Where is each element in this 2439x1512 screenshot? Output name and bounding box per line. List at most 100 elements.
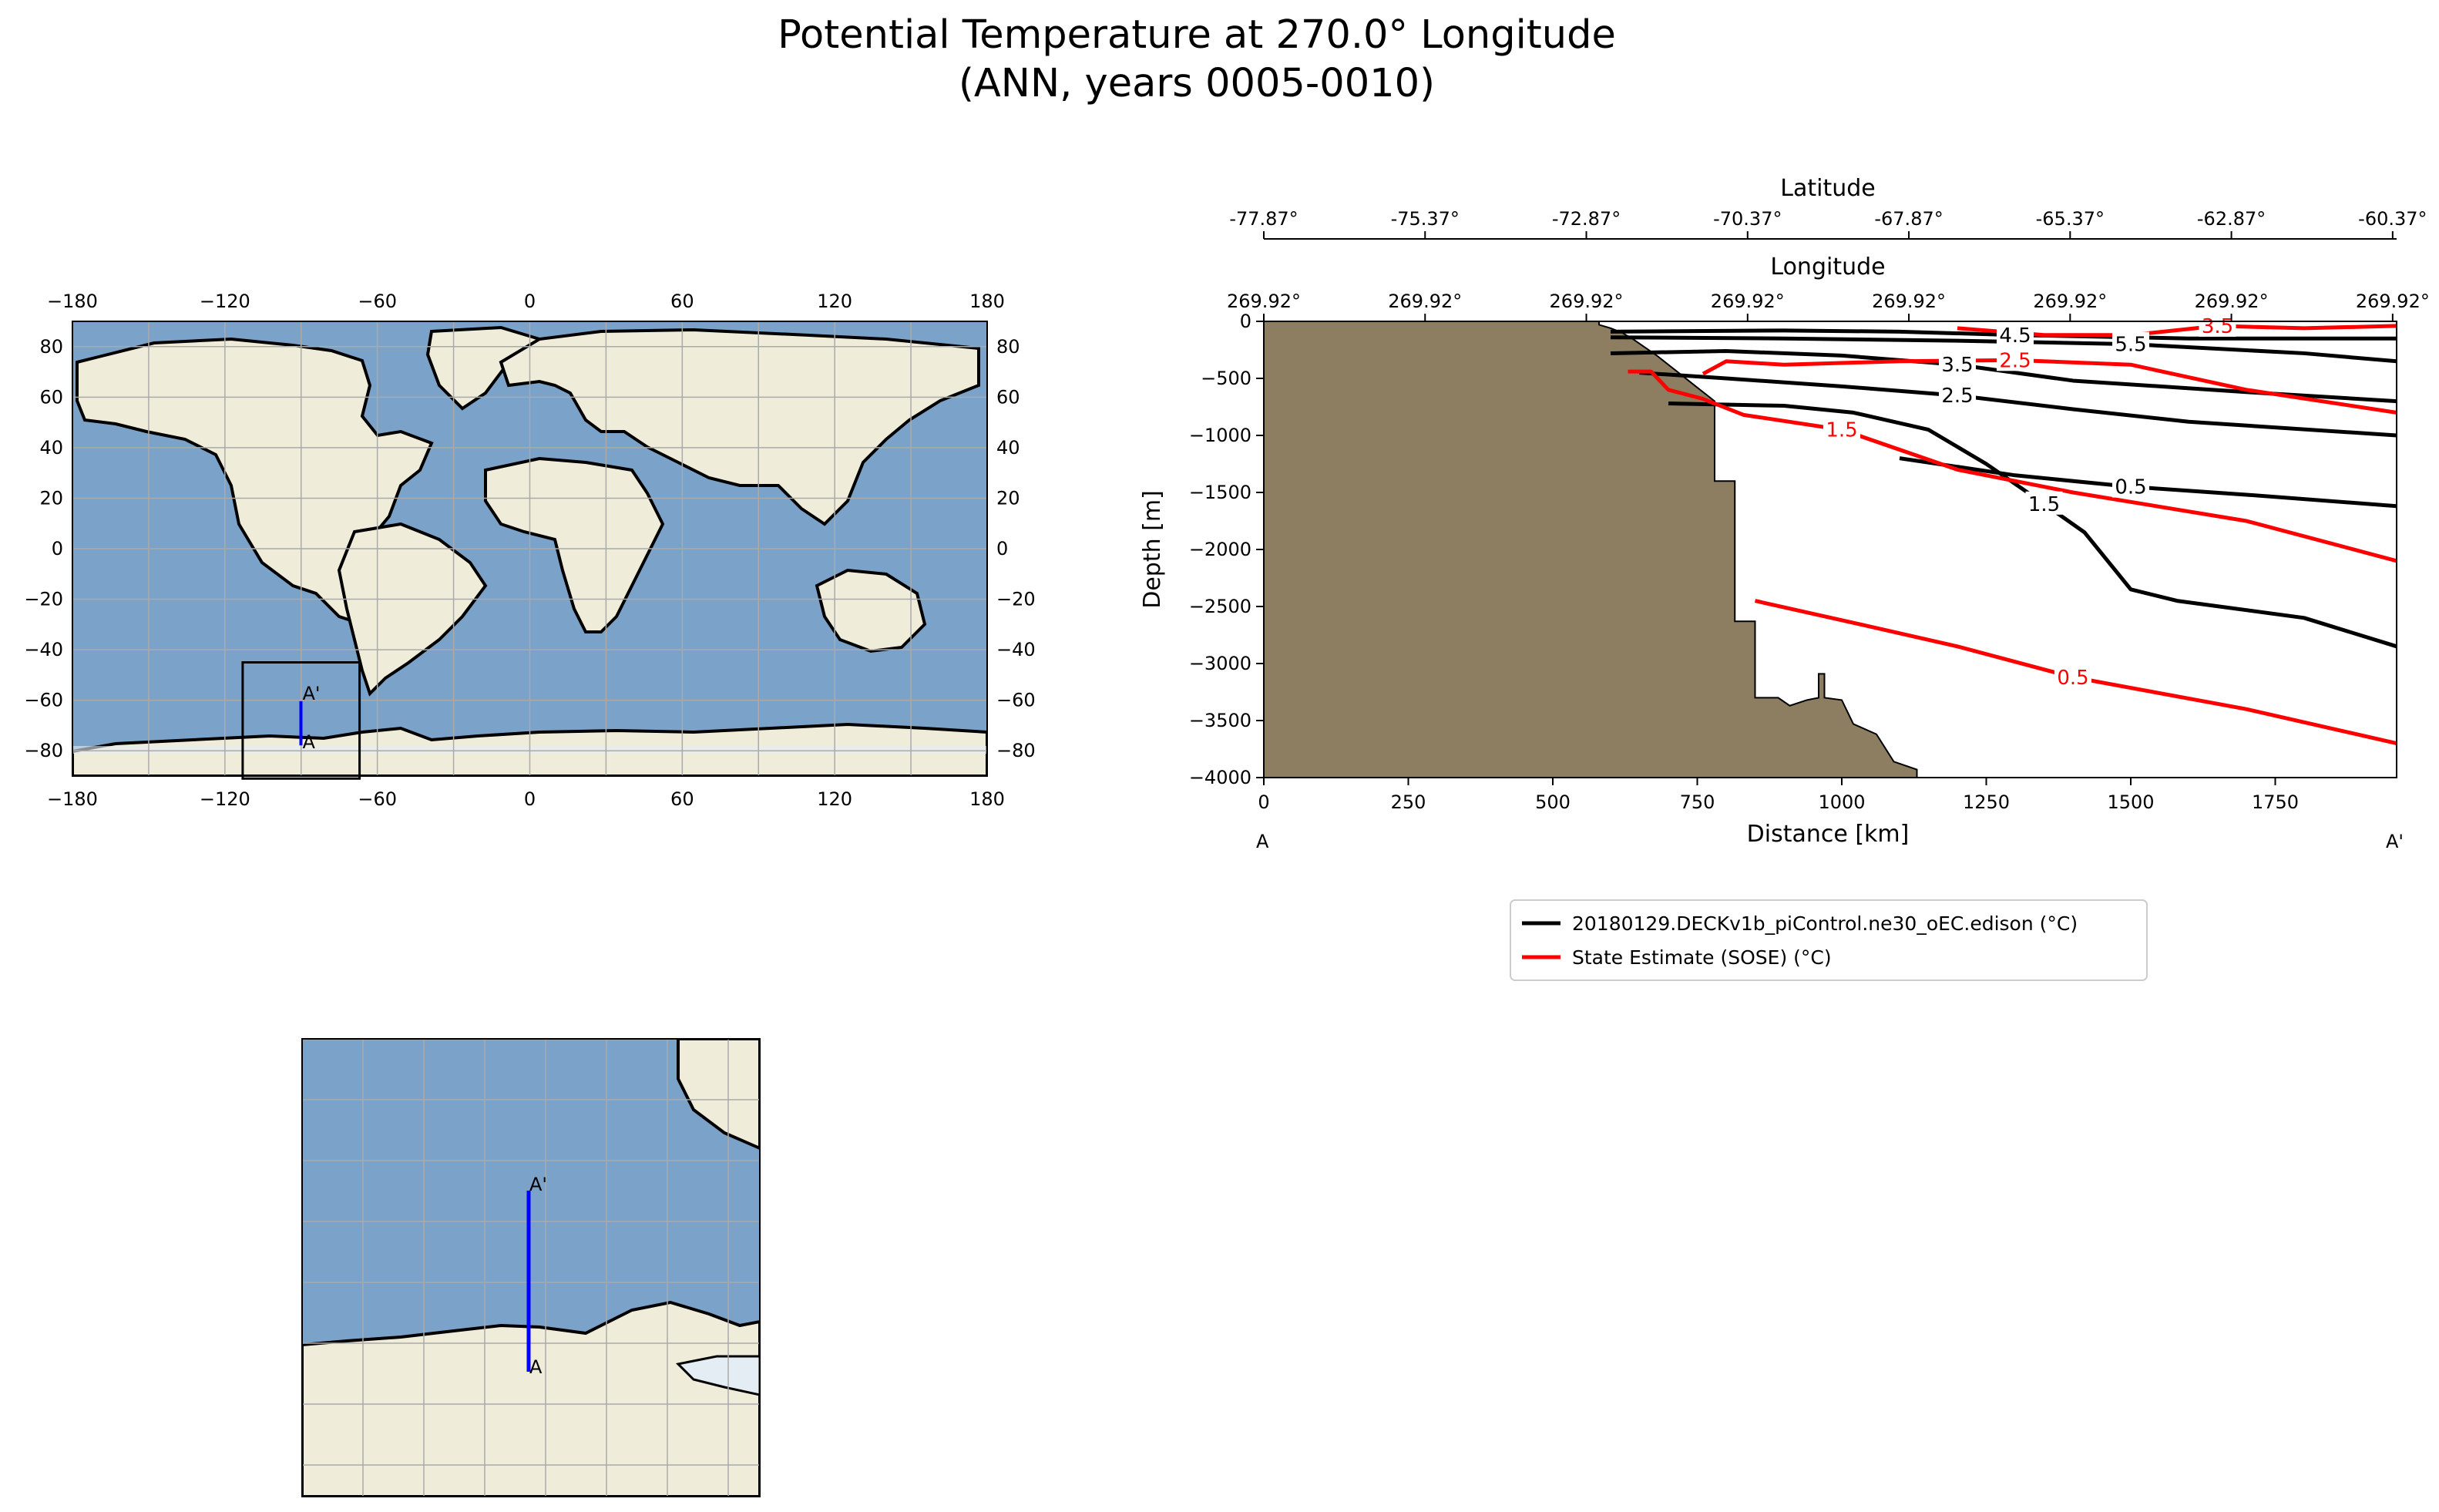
- reference-contour-label: 1.5: [1826, 419, 1857, 442]
- model-contour-label-bg: [1939, 383, 1976, 407]
- section-x-tick-label: 250: [1391, 791, 1426, 813]
- section-y-tick-label: −3000: [1189, 653, 1251, 674]
- latitude-tick-label: -72.87°: [1552, 208, 1621, 230]
- section-y-tick-label: −3500: [1189, 710, 1251, 731]
- map-y-tick-left: −60: [24, 690, 63, 711]
- map-gridlines: [72, 321, 987, 776]
- section-y-tick-label: −1000: [1189, 425, 1251, 446]
- map-y-tick-left: 60: [39, 386, 63, 408]
- section-start-label: A: [1256, 831, 1269, 852]
- reference-contour-label-bg: [1823, 417, 1860, 441]
- model-contour-1: [1610, 335, 2397, 364]
- map-x-tick-top: −120: [200, 291, 250, 312]
- model-contour-label-bg: [1997, 322, 2034, 346]
- map-y-tick-right: 20: [996, 487, 1020, 509]
- map-section-end-label: A': [302, 683, 320, 704]
- map-x-tick-bottom: −180: [47, 788, 98, 810]
- section-x-tick-label: 1750: [2252, 791, 2299, 813]
- section-x-tick-label: 1000: [1818, 791, 1865, 813]
- reference-contour-2: [1754, 599, 2397, 746]
- latitude-top-axis: -77.87° -75.37° -72.87° -70.37° -67.87° -65.3…: [1229, 208, 2427, 240]
- global-map: −180 −180 −120 −120 −60 −60 0 0 60 60 120 120 180 180…: [24, 291, 1035, 810]
- reference-contour-label: 2.5: [1999, 349, 2031, 372]
- legend-frame: [1510, 899, 2148, 981]
- map-y-tick-right: 60: [996, 386, 1020, 408]
- model-contour-label-bg: [2112, 331, 2149, 355]
- inset-antarctica-land: [302, 1300, 760, 1497]
- map-y-tick-left: −80: [24, 740, 63, 761]
- section-y-tick-label: −4000: [1189, 767, 1251, 788]
- longitude-tick-label: 269.92°: [2033, 291, 2107, 312]
- latitude-tick-label: -75.37°: [1391, 208, 1460, 230]
- map-y-tick-right: −20: [996, 589, 1036, 610]
- section-y-axis-title: Depth [m]: [1139, 490, 1166, 609]
- model-contour-label-bg: [2025, 491, 2063, 515]
- longitude-tick-label: 269.92°: [1227, 291, 1301, 312]
- model-contour-4: [1668, 402, 2397, 649]
- bathymetry-fill: [1264, 321, 1918, 778]
- map-y-tick-left: 0: [52, 538, 63, 559]
- latitude-tick-label: -62.87°: [2197, 208, 2266, 230]
- eurasia-land: [499, 328, 980, 526]
- section-plot: 4.5 5.5 3.5 2.5 1.5 0.5 1.5 2.5 0.5 3.5 0 250 500 75…: [1139, 175, 2430, 852]
- model-contour-0: [1610, 328, 2397, 341]
- section-y-tick-label: −2000: [1189, 539, 1251, 560]
- reference-contour-label-bg: [2054, 664, 2091, 688]
- model-contour-label: 5.5: [2115, 334, 2146, 357]
- map-y-tick-right: 40: [996, 437, 1020, 459]
- model-contour-label-bg: [2112, 474, 2149, 498]
- latitude-tick-label: -67.87°: [1874, 208, 1943, 230]
- map-y-tick-left: 40: [39, 437, 63, 459]
- inset-gridlines: [302, 1039, 760, 1497]
- reference-contour-label-bg: [1997, 348, 2034, 371]
- latitude-tick-label: -65.37°: [2036, 208, 2105, 230]
- section-x-tick-label: 1500: [2107, 791, 2154, 813]
- map-x-tick-bottom: 0: [524, 788, 536, 810]
- latitude-axis-title: Latitude: [1780, 175, 1875, 202]
- longitude-tick-label: 269.92°: [1711, 291, 1785, 312]
- legend-model-label: 20180129.DECKv1b_piControl.ne30_oEC.edis…: [1572, 912, 2078, 935]
- latitude-tick-label: -70.37°: [1713, 208, 1782, 230]
- map-y-tick-right: −60: [996, 690, 1036, 711]
- section-y-ticks: 0 −500 −1000 −1500 −2000 −2500 −3000 −3500 −4000: [1189, 311, 1264, 788]
- model-contour-label: 2.5: [1941, 385, 1973, 408]
- latitude-tick-label: -60.37°: [2358, 208, 2427, 230]
- map-x-tick-top: 120: [817, 291, 852, 312]
- legend: 20180129.DECKv1b_piControl.ne30_oEC.edis…: [1510, 899, 2148, 981]
- inset-map: A' A: [301, 1038, 761, 1497]
- map-y-tick-left: 20: [39, 487, 63, 509]
- greenland-land: [425, 325, 543, 411]
- map-y-tick-right: −80: [996, 740, 1036, 761]
- longitude-tick-label: 269.92°: [2356, 291, 2430, 312]
- section-y-tick-label: −2500: [1189, 596, 1251, 617]
- south-america-land: [337, 522, 488, 697]
- reference-contour-label: 0.5: [2057, 667, 2088, 690]
- map-y-tick-right: −40: [996, 639, 1036, 660]
- map-y-tick-left: −20: [24, 589, 63, 610]
- map-x-tick-top: 60: [670, 291, 694, 312]
- reference-contour-label: 3.5: [2202, 315, 2233, 338]
- figure-title: Potential Temperature at 270.0° Longitud…: [778, 12, 1616, 58]
- map-x-tick-bottom: −60: [358, 788, 397, 810]
- section-x-ticks: 0 250 500 750 1000 1250 1500 1750: [1258, 778, 2299, 813]
- zoom-region-box: [241, 661, 361, 780]
- map-x-tick-top: 180: [969, 291, 1005, 312]
- longitude-tick-label: 269.92°: [1388, 291, 1462, 312]
- model-contour-label: 3.5: [1941, 354, 1973, 377]
- reference-contour-label-bg: [2199, 313, 2236, 337]
- map-section-start-label: A: [302, 731, 315, 753]
- map-x-tick-bottom: 60: [670, 788, 694, 810]
- map-tick-labels: −180 −180 −120 −120 −60 −60 0 0 60 60 120 120 180 180…: [24, 291, 1035, 810]
- figure-subtitle: (ANN, years 0005-0010): [959, 61, 1435, 106]
- section-y-tick-label: 0: [1240, 311, 1251, 332]
- section-x-tick-label: 750: [1680, 791, 1715, 813]
- legend-reference-label: State Estimate (SOSE) (°C): [1572, 946, 1832, 969]
- longitude-top-axis: 269.92° 269.92° 269.92° 269.92° 269.92° 269.9…: [1227, 291, 2430, 322]
- longitude-tick-label: 269.92°: [2195, 291, 2269, 312]
- longitude-axis-title: Longitude: [1770, 254, 1885, 281]
- inset-section-start-label: A: [529, 1356, 543, 1378]
- inset-frame: [301, 1038, 761, 1497]
- contour-labels: 4.5 5.5 3.5 2.5 1.5 0.5 1.5 2.5 0.5 3.5: [1823, 313, 2236, 690]
- model-contour-label: 0.5: [2115, 476, 2146, 499]
